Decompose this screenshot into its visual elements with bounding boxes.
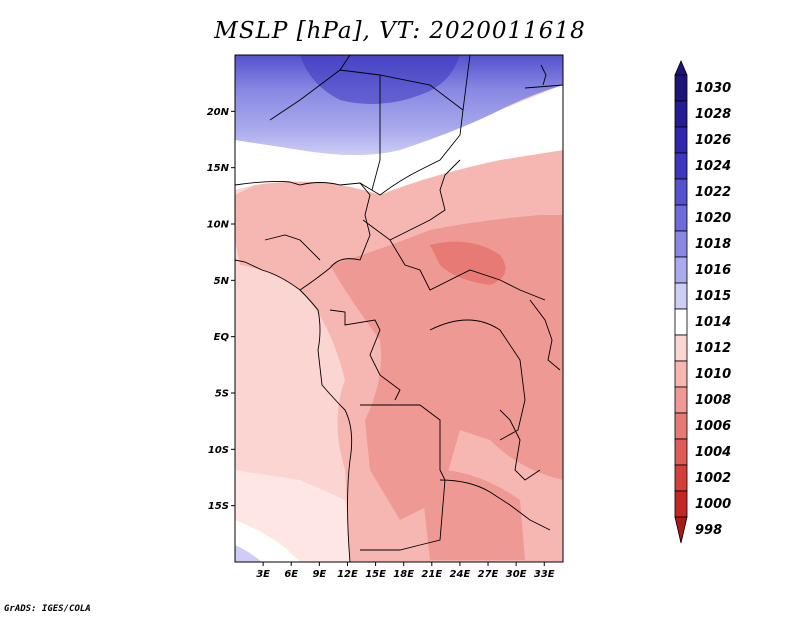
colorbar-label: 1008 [695,393,731,408]
lon-tick-label: 24E [450,569,471,580]
lat-tick-label: 10N [207,220,230,231]
lon-tick-label: 27E [478,569,499,580]
latitude-axis: 20N 15N 10N 5N EQ 5S 10S 15S [207,107,235,512]
lon-tick-label: 21E [421,569,442,580]
longitude-axis: 3E 6E 9E 12E 15E 18E 21E 24E 27E 30E 33E [256,562,555,580]
colorbar-swatch [674,100,688,128]
colorbar-label: 1006 [695,419,731,434]
colorbar-label: 1024 [695,159,731,174]
lon-tick-label: 12E [337,569,358,580]
lon-tick-label: 30E [506,569,527,580]
colorbar-label: 1014 [695,315,731,330]
lon-tick-label: 33E [534,569,555,580]
lat-tick-label: 20N [207,107,230,118]
colorbar-swatch [674,126,688,154]
colorbar-swatch [674,178,688,206]
colorbar-label: 1018 [695,237,731,252]
lat-tick-label: 15S [208,501,229,512]
lat-tick-label: 10S [208,445,229,456]
colorbar-swatch [674,152,688,180]
colorbar-swatch [674,308,688,336]
colorbar-label: 1022 [695,185,731,200]
colorbar-label: 1010 [695,367,731,382]
colorbar-swatch [674,360,688,388]
colorbar-label: 1004 [695,445,731,460]
colorbar-label: 1012 [695,341,731,356]
colorbar-swatch [674,490,688,518]
colorbar-top-arrow [674,59,688,76]
colorbar-legend: 1030 1028 1026 1024 1022 1020 1018 1016 1015 1014… [674,59,731,544]
chart-title: MSLP [hPa], VT: 2020011618 [214,18,586,44]
lat-tick-label: 15N [207,163,230,174]
lon-tick-label: 18E [393,569,414,580]
colorbar-label: 1000 [695,497,731,512]
pressure-field [235,55,563,562]
colorbar-swatch [674,256,688,284]
lat-tick-label: EQ [214,332,230,343]
colorbar-label: 1002 [695,471,731,486]
colorbar-label: 1016 [695,263,731,278]
grads-credit: GrADS: IGES/COLA [4,604,91,614]
colorbar-bottom-arrow [674,516,688,544]
coastlines-borders [235,55,563,562]
colorbar-swatch [674,412,688,440]
colorbar-label: 1030 [695,81,731,96]
colorbar-label: 1015 [695,289,731,304]
lat-tick-label: 5N [214,276,230,287]
colorbar-swatch [674,386,688,414]
colorbar-label: 998 [695,523,722,538]
colorbar-label: 1026 [695,133,731,148]
colorbar-swatch [674,74,688,102]
colorbar-swatch [674,438,688,466]
colorbar-swatch [674,334,688,362]
map-frame [234,54,564,563]
colorbar-label: 1028 [695,107,731,122]
lon-tick-label: 15E [365,569,386,580]
colorbar-swatch [674,204,688,232]
colorbar-swatch [674,230,688,258]
colorbar-swatch [674,464,688,492]
lon-tick-label: 9E [312,569,326,580]
lat-tick-label: 5S [215,389,229,400]
colorbar-label: 1020 [695,211,731,226]
lon-tick-label: 3E [256,569,270,580]
lon-tick-label: 6E [284,569,298,580]
colorbar-swatch [674,282,688,310]
